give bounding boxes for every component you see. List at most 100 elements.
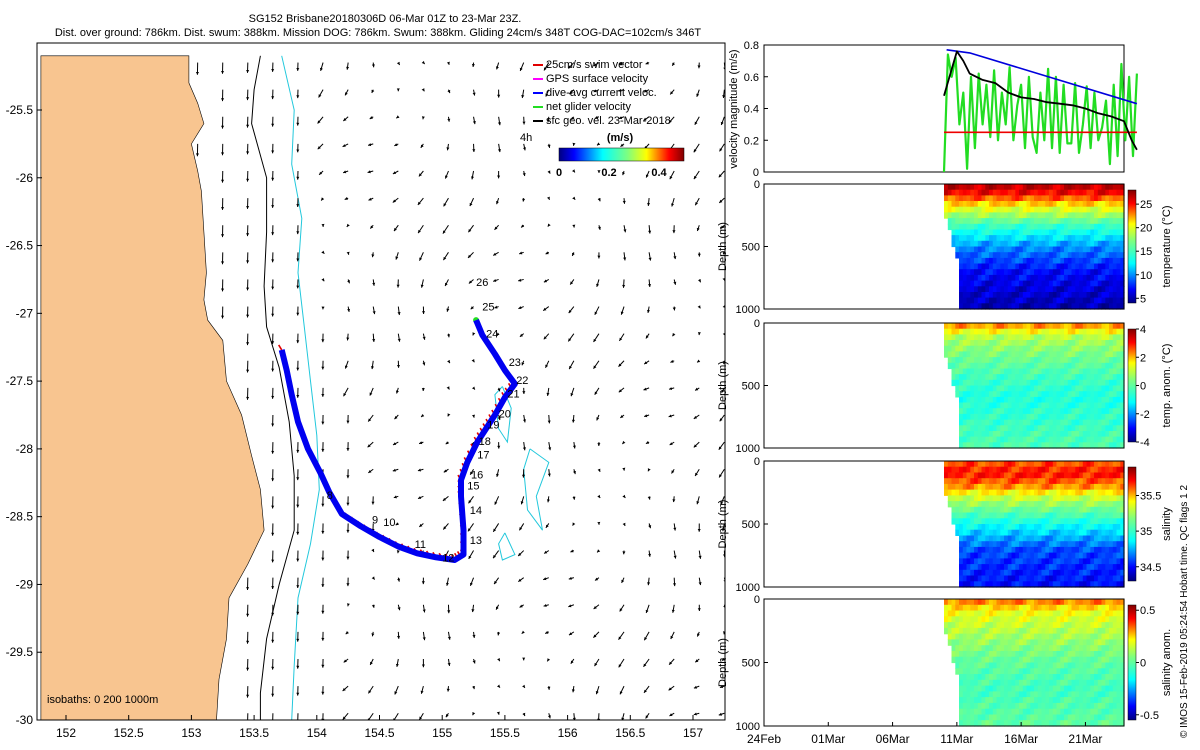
- section-cell: [977, 396, 983, 404]
- section-cell: [1030, 218, 1035, 225]
- section-cell: [1052, 328, 1058, 335]
- section-cell: [989, 184, 994, 191]
- section-cell: [974, 263, 979, 270]
- section-cell: [989, 334, 994, 341]
- section-cell: [1004, 720, 1009, 727]
- section-cell: [992, 189, 998, 196]
- geo-velocity-arrowhead: [397, 312, 401, 315]
- day-label: 16: [471, 470, 483, 482]
- section-cell: [974, 552, 979, 559]
- geo-velocity-arrowhead: [622, 467, 626, 471]
- section-cell: [1026, 552, 1031, 559]
- section-cell: [1049, 622, 1054, 629]
- geo-velocity-arrow: [749, 632, 750, 633]
- section-cell: [981, 714, 986, 721]
- section-cell: [1045, 396, 1050, 404]
- section-cell: [985, 472, 990, 479]
- section-cell: [1045, 651, 1050, 658]
- section-cell: [1007, 627, 1013, 635]
- section-cell: [1004, 184, 1009, 191]
- geo-velocity-arrowhead: [396, 550, 400, 554]
- section-cell: [1019, 436, 1024, 443]
- section-cell: [1007, 633, 1013, 640]
- section-cell: [947, 206, 953, 213]
- section-cell: [1105, 269, 1110, 276]
- colorbar-tick-label: -2: [1140, 409, 1150, 421]
- section-cell: [1120, 184, 1125, 191]
- section-cell: [1026, 379, 1031, 387]
- section-cell: [1022, 431, 1028, 438]
- section-cell: [985, 495, 990, 502]
- section-cell: [959, 645, 964, 652]
- section-cell: [944, 472, 949, 479]
- section-cell: [1030, 263, 1035, 270]
- section-cell: [1000, 184, 1005, 191]
- section-cell: [1004, 564, 1009, 571]
- section-cell: [1101, 419, 1106, 426]
- section-cell: [1019, 512, 1024, 519]
- latitude-ticks: -25.5-26-26.5-27-27.5-28-28.5-29-29.5-30: [6, 103, 42, 727]
- section-cell: [1052, 697, 1058, 704]
- section-cell: [1060, 461, 1065, 468]
- section-cell: [1109, 212, 1114, 219]
- section-cell: [992, 674, 998, 681]
- section-cell: [1090, 189, 1095, 196]
- section-cell: [1112, 195, 1118, 202]
- section-cell: [1067, 269, 1073, 276]
- section-cell: [1075, 189, 1080, 196]
- geo-velocity-arrowhead: [645, 61, 649, 65]
- geo-velocity-arrowhead: [623, 229, 627, 233]
- section-cell: [985, 246, 990, 253]
- section-cell: [974, 351, 979, 358]
- section-cell: [1019, 552, 1024, 559]
- section-cell: [1086, 546, 1091, 554]
- section-cell: [1064, 564, 1069, 571]
- geo-velocity-arrowhead: [472, 149, 476, 152]
- section-cell: [1011, 518, 1016, 525]
- section-cell: [1075, 575, 1080, 582]
- section-cell: [1112, 269, 1118, 276]
- geo-velocity-arrowhead: [421, 581, 425, 585]
- section-cell: [1071, 466, 1076, 473]
- section-cell: [1000, 472, 1005, 479]
- section-cell: [1007, 541, 1013, 548]
- section-cell: [1030, 340, 1035, 347]
- section-cell: [1101, 483, 1106, 491]
- section-cell: [989, 246, 994, 253]
- section-cell: [966, 616, 971, 623]
- section-cell: [1011, 461, 1016, 468]
- section-cell: [1079, 362, 1084, 370]
- section-cell: [992, 195, 998, 202]
- section-cell: [970, 489, 975, 496]
- section-cell: [1112, 391, 1118, 398]
- section-cell: [1007, 599, 1013, 606]
- section-cell: [1086, 263, 1091, 270]
- section-cell: [981, 223, 986, 231]
- section-cell: [1105, 558, 1110, 565]
- section-cell: [977, 478, 983, 485]
- geo-velocity-arrowhead: [622, 551, 626, 555]
- lat-tick-label: -26: [16, 171, 34, 185]
- section-cell: [1022, 569, 1028, 577]
- section-cell: [1082, 431, 1088, 438]
- section-cell: [1056, 303, 1061, 310]
- section-cell: [1026, 303, 1031, 310]
- section-cell: [970, 218, 975, 225]
- section-cell: [944, 351, 949, 358]
- section-cell: [1067, 263, 1073, 270]
- section-cell: [1056, 189, 1061, 196]
- section-cell: [962, 604, 968, 612]
- section-cell: [1082, 252, 1088, 259]
- section-cell: [1064, 235, 1069, 242]
- section-cell: [1116, 368, 1121, 375]
- section-cell: [1090, 269, 1095, 276]
- section-cell: [996, 569, 1001, 577]
- section-cell: [1007, 442, 1013, 449]
- section-cell: [1000, 708, 1005, 716]
- section-cell: [996, 334, 1001, 341]
- section-cell: [1086, 489, 1091, 496]
- section-cell: [1022, 691, 1028, 698]
- section-cell: [1000, 345, 1005, 352]
- section-cell: [992, 668, 998, 675]
- geo-velocity-arrowhead: [722, 631, 725, 635]
